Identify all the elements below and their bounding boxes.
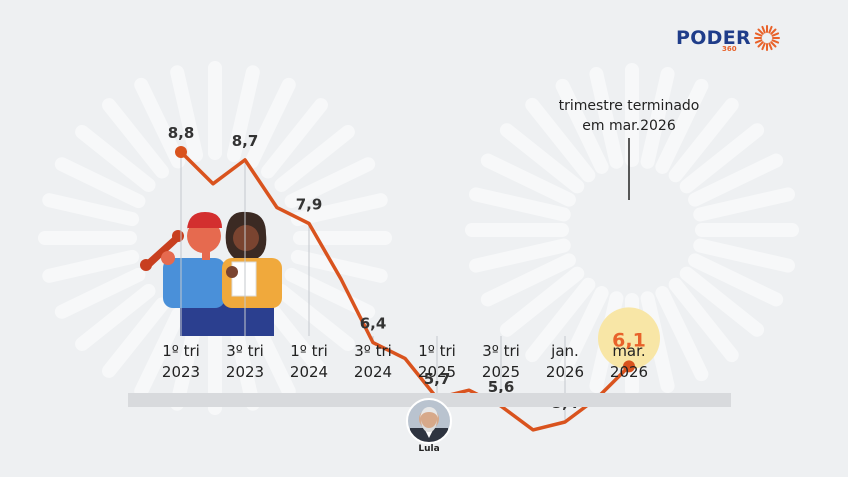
sunburst-ray xyxy=(555,78,609,174)
sunburst-ray xyxy=(525,277,596,363)
sunburst-ray xyxy=(42,249,140,283)
x-tick-label-year: 2024 xyxy=(354,363,392,381)
data-label: 8,8 xyxy=(168,124,195,142)
logo-ray xyxy=(771,39,780,44)
president-portrait-icon xyxy=(406,398,452,444)
logo-ray xyxy=(754,39,763,44)
sunburst-ray xyxy=(555,286,609,382)
sunburst-ray xyxy=(134,307,186,399)
sunburst-ray xyxy=(688,153,784,207)
president-name: Lula xyxy=(418,444,440,454)
logo-ray xyxy=(757,41,764,48)
x-tick-label-year: 2024 xyxy=(290,363,328,381)
sunburst-ray xyxy=(655,78,709,174)
highlight-bubble xyxy=(598,307,660,370)
x-tick-label-year: 2025 xyxy=(418,363,456,381)
sunburst-ray xyxy=(480,153,576,207)
data-label: 6,1 xyxy=(612,329,646,351)
sunburst-ray xyxy=(679,266,765,337)
data-label: 5,6 xyxy=(488,378,515,396)
background-sunburst-right xyxy=(465,63,799,397)
sunburst-ray xyxy=(260,297,328,378)
sunburst-ray xyxy=(640,67,675,169)
logo-ray xyxy=(768,42,773,51)
series-line xyxy=(179,150,631,432)
sunburst-ray xyxy=(170,65,204,163)
x-tick-label: 3º tri xyxy=(482,342,520,360)
data-point-marker xyxy=(175,146,187,158)
data-label: 7,9 xyxy=(296,195,323,213)
brand-logo: PODER 360 xyxy=(676,24,781,53)
sunburst-ray xyxy=(668,277,739,363)
sunburst-ray xyxy=(260,98,328,179)
data-point-marker xyxy=(623,360,635,373)
x-tick-label: 3º tri xyxy=(226,342,264,360)
x-tick-label: jan. xyxy=(550,342,579,360)
sunburst-ray xyxy=(525,97,596,183)
logo-ray xyxy=(761,25,766,34)
logo-ray xyxy=(757,28,764,35)
x-tick-label: mar. xyxy=(612,342,645,360)
sunburst-ray xyxy=(102,98,170,179)
x-tick-label: 3º tri xyxy=(354,342,392,360)
sunburst-ray xyxy=(54,157,146,209)
sun-icon xyxy=(753,25,780,51)
sunburst-ray xyxy=(679,123,765,194)
sunburst-ray xyxy=(75,125,156,193)
sunburst-ray xyxy=(274,125,355,193)
x-tick-label-year: 2023 xyxy=(162,363,200,381)
sunburst-ray xyxy=(693,238,795,273)
sunburst-ray xyxy=(42,193,140,227)
sunburst-ray xyxy=(290,249,388,283)
sunburst-ray xyxy=(668,97,739,183)
sunburst-ray xyxy=(54,267,146,319)
sunburst-ray xyxy=(290,193,388,227)
data-label: 5,7 xyxy=(424,370,451,388)
x-tick-label: 1º tri xyxy=(290,342,328,360)
sunburst-ray xyxy=(244,77,296,169)
sunburst-ray xyxy=(655,286,709,382)
x-tick-label: 1º tri xyxy=(418,342,456,360)
logo-ray xyxy=(770,41,777,48)
annotation-line-1: trimestre terminado xyxy=(559,98,700,114)
x-tick-label-year: 2026 xyxy=(610,363,648,381)
sunburst-ray xyxy=(589,67,624,169)
sunburst-ray xyxy=(693,187,795,222)
x-tick-label-year: 2025 xyxy=(482,363,520,381)
logo-ray xyxy=(771,32,780,37)
sunburst-ray xyxy=(75,283,156,351)
sunburst-ray xyxy=(134,77,186,169)
sunburst-ray xyxy=(284,157,376,209)
x-tick-label-year: 2026 xyxy=(546,363,584,381)
x-tick-label-year: 2023 xyxy=(226,363,264,381)
brand-name: PODER xyxy=(676,27,751,49)
sunburst-ray xyxy=(274,283,355,351)
annotation-line-2: em mar.2026 xyxy=(582,118,676,134)
data-label: 6,4 xyxy=(360,315,387,333)
sunburst-ray xyxy=(480,253,576,307)
logo-ray xyxy=(754,32,763,37)
logo-ray xyxy=(768,25,773,34)
logo-ray xyxy=(770,28,777,35)
sunburst-ray xyxy=(499,123,585,194)
data-label: 8,7 xyxy=(232,132,259,150)
sunburst-ray xyxy=(469,238,571,273)
sunburst-ray xyxy=(102,297,170,378)
brand-suffix: 360 xyxy=(722,45,737,53)
sunburst-ray xyxy=(688,253,784,307)
logo-ray xyxy=(761,42,766,51)
sunburst-ray xyxy=(226,65,260,163)
sunburst-ray xyxy=(469,187,571,222)
sunburst-ray xyxy=(499,266,585,337)
workers-illustration xyxy=(140,211,282,336)
x-tick-label: 1º tri xyxy=(162,342,200,360)
